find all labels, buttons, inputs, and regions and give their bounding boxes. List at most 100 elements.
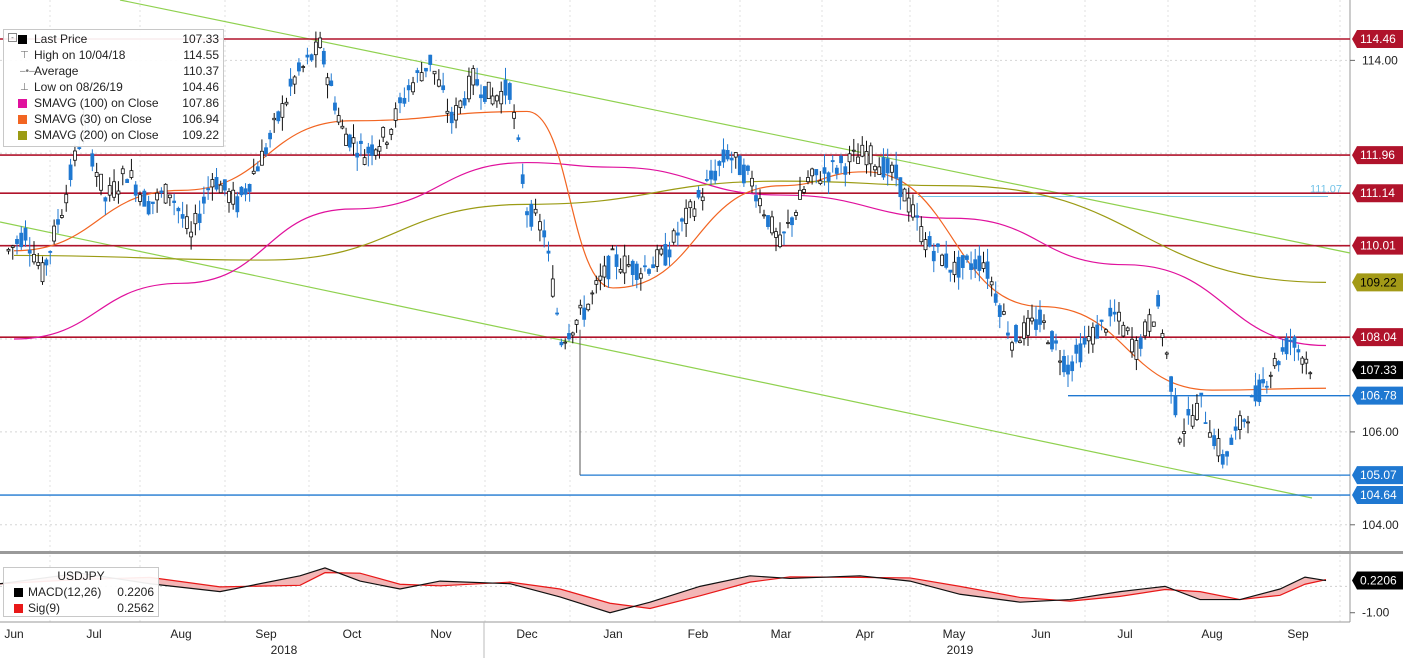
legend-row: SMAVG (30) on Close 106.94: [4, 111, 223, 127]
faint-level-label: 111.07: [1310, 183, 1342, 195]
candle-body: [1143, 321, 1147, 337]
legend-row: –•– Average 110.37: [4, 63, 223, 79]
macd-fill: [0, 567, 1326, 613]
candle-body: [201, 196, 206, 204]
candle-body: [1276, 361, 1281, 366]
candle-body: [1147, 314, 1152, 332]
candle-body: [940, 254, 944, 266]
candle-body: [520, 174, 525, 184]
candle-body: [1130, 338, 1134, 353]
candle-body: [432, 70, 437, 75]
candle-body: [393, 108, 398, 121]
legend-swatch: [14, 588, 23, 597]
candle-body: [146, 201, 151, 215]
candle-body: [814, 169, 819, 176]
candle-body: [318, 37, 323, 49]
candle-body: [881, 157, 886, 178]
price-tag: 106.78: [1352, 386, 1403, 405]
macd-tag-label: 0.2206: [1360, 574, 1397, 588]
candle-body: [1229, 437, 1234, 445]
legend-row: SMAVG (100) on Close 107.86: [4, 95, 223, 111]
candle-body: [264, 147, 268, 155]
year-label: 2019: [947, 643, 974, 657]
candle-body: [533, 208, 538, 214]
candle-body: [1284, 337, 1289, 355]
candle-body: [163, 183, 168, 204]
candle-body: [1233, 426, 1238, 431]
candle-body: [1300, 357, 1305, 365]
candle-body: [503, 79, 508, 96]
legend-label: Average: [34, 64, 79, 78]
candle-body: [680, 218, 684, 222]
price-tag-label: 111.14: [1360, 186, 1395, 200]
candle-body: [1238, 415, 1242, 430]
time-axis: Jun Jul Aug Sep Oct Nov Dec Jan Feb Mar Apr May Jun J…: [0, 621, 1350, 658]
candle-body: [525, 211, 529, 216]
price-tag: 104.64: [1352, 486, 1403, 505]
candle-body: [770, 216, 774, 234]
candle-body: [73, 150, 77, 161]
candle-body: [167, 194, 172, 199]
candle-body: [659, 248, 664, 255]
candle-body: [210, 179, 215, 188]
candle-body: [68, 164, 73, 181]
candle-body: [692, 208, 697, 217]
candle-body: [90, 153, 95, 167]
candle-body: [555, 312, 559, 315]
candle-body: [965, 255, 969, 260]
candle-body: [1030, 317, 1034, 322]
candle-body: [563, 341, 568, 344]
candle-body: [36, 261, 41, 266]
candle-body: [675, 232, 680, 236]
price-tag-bg: [1352, 273, 1403, 292]
legend-swatch: [14, 604, 23, 613]
price-tag: 109.22: [1352, 273, 1403, 292]
candle-body: [172, 200, 177, 203]
candle-body: [150, 201, 155, 204]
ma-line: [13, 180, 1327, 283]
candle-body: [1249, 395, 1254, 398]
candle-body: [129, 170, 134, 178]
candle-body: [956, 256, 961, 278]
candle-body: [402, 97, 407, 104]
candle-body: [490, 95, 495, 105]
candle-body: [1010, 342, 1014, 351]
candle-body: [1062, 356, 1066, 373]
candle-body: [894, 164, 899, 179]
candle-body: [559, 341, 564, 346]
legend-label: Low on 08/26/19: [34, 80, 123, 94]
legend-row: ⊤ High on 10/04/18 114.55: [4, 47, 223, 63]
legend-row: Last Price 107.33: [4, 31, 223, 47]
signal-line: [0, 572, 1327, 610]
candle-body: [622, 255, 627, 274]
candle-body: [1160, 333, 1165, 338]
legend-label: Last Price: [34, 32, 88, 46]
candle-body: [960, 255, 965, 268]
candle-body: [471, 68, 476, 86]
candle-body: [826, 172, 831, 182]
candle-body: [340, 125, 345, 129]
candle-body: [1108, 307, 1113, 317]
candle-body: [1014, 324, 1018, 342]
candle-body: [717, 161, 722, 166]
candle-body: [1216, 438, 1221, 457]
candle-body: [1261, 379, 1265, 384]
price-tag: 114.46: [1352, 30, 1403, 49]
candle-body: [647, 269, 651, 274]
candle-body: [1022, 322, 1026, 339]
candle-body: [750, 177, 754, 187]
collapse-icon[interactable]: -: [8, 33, 17, 42]
month-label: Sep: [255, 627, 277, 641]
candle-body: [977, 255, 982, 271]
candle-body: [1292, 336, 1297, 348]
candle-body: [411, 82, 415, 93]
macd-legend-title: USDJPY: [57, 569, 105, 583]
candle-body: [206, 188, 211, 191]
candle-body: [610, 248, 615, 251]
candle-body: [1070, 361, 1075, 372]
candle-body: [873, 165, 877, 171]
candle-body: [292, 76, 297, 85]
candle-body: [15, 239, 19, 244]
candle-body: [1046, 342, 1050, 345]
candle-body: [235, 196, 240, 213]
